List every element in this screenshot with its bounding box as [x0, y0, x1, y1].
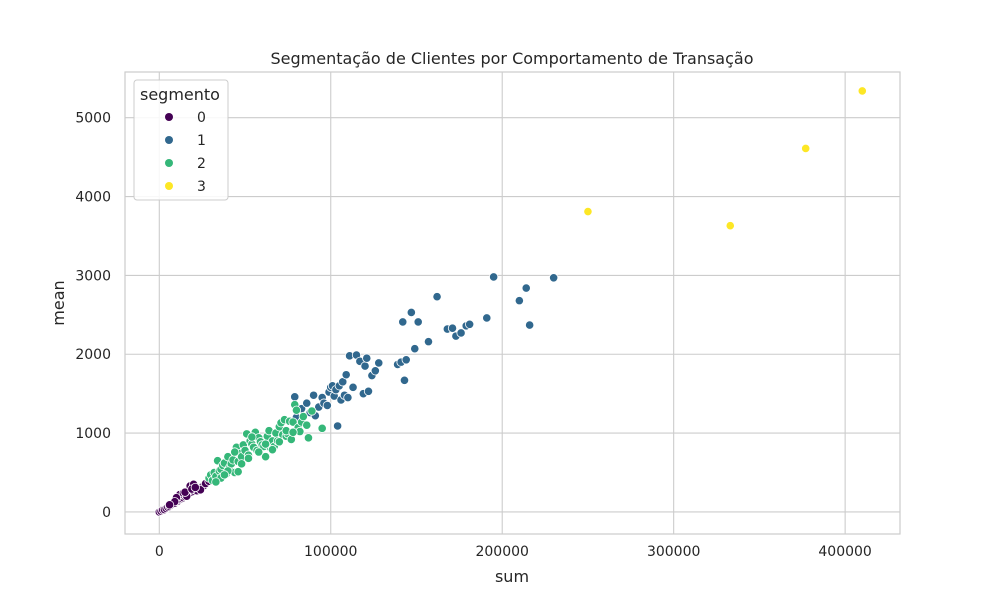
data-point-segment-2	[254, 447, 264, 457]
data-point-segment-1	[525, 320, 535, 330]
data-point-segment-1	[465, 319, 475, 329]
x-tick-label: 0	[155, 544, 164, 560]
data-point-segment-2	[236, 459, 247, 469]
x-tick-label: 300000	[647, 544, 700, 560]
data-point-segment-1	[521, 283, 531, 293]
data-point-segment-1	[423, 337, 434, 347]
legend-title: segmento	[140, 85, 220, 104]
data-point-segment-1	[432, 292, 442, 302]
data-point-segment-1	[363, 386, 374, 396]
data-point-segment-1	[333, 421, 343, 431]
data-point-segment-1	[309, 390, 319, 400]
data-point-segment-3	[583, 206, 593, 217]
data-point-segment-2	[260, 439, 271, 449]
data-point-segment-1	[370, 366, 380, 376]
plot-area	[125, 72, 900, 534]
legend-marker-1	[165, 136, 173, 144]
data-point-segment-1	[482, 313, 492, 323]
data-point-segment-1	[413, 317, 423, 327]
y-tick-label: 5000	[75, 111, 111, 127]
data-point-segment-1	[514, 296, 524, 306]
data-point-segment-2	[298, 411, 308, 422]
legend-items: 0 1 2 3	[165, 110, 206, 195]
grid-lines	[125, 72, 900, 534]
data-point-segment-1	[489, 272, 499, 282]
data-point-segment-1	[302, 398, 312, 408]
data-point-segment-3	[725, 221, 735, 231]
legend-label-1: 1	[197, 133, 206, 149]
data-points	[154, 86, 867, 517]
data-point-segment-0	[164, 500, 175, 510]
x-tick-label: 200000	[475, 544, 528, 560]
data-point-segment-2	[291, 405, 302, 415]
data-point-segment-2	[307, 406, 317, 416]
data-point-segment-1	[360, 361, 370, 371]
data-point-segment-2	[274, 437, 284, 447]
data-point-segment-1	[406, 307, 416, 318]
data-point-segment-2	[302, 420, 312, 430]
data-point-segment-1	[549, 273, 559, 283]
y-tick-label: 1000	[75, 426, 111, 442]
data-point-segment-1	[374, 358, 384, 368]
legend-label-0: 0	[197, 110, 206, 126]
legend-box	[133, 79, 229, 201]
data-point-segment-0	[190, 482, 200, 493]
data-point-segment-2	[233, 467, 243, 477]
y-tick-label: 4000	[75, 190, 111, 206]
data-point-segment-3	[857, 86, 867, 96]
chart-title: Segmentação de Clientes por Comportament…	[271, 49, 754, 68]
data-point-segment-1	[348, 382, 358, 392]
x-tick-label: 100000	[304, 544, 357, 560]
data-point-segment-2	[260, 452, 271, 462]
data-point-segment-2	[303, 433, 314, 443]
legend-marker-3	[165, 182, 173, 190]
data-point-segment-1	[398, 317, 408, 327]
data-point-segment-2	[211, 477, 221, 487]
y-axis-title: mean	[49, 280, 68, 325]
data-point-segment-1	[401, 355, 411, 365]
data-point-segment-2	[317, 423, 327, 433]
y-tick-label: 3000	[75, 268, 111, 284]
data-point-segment-1	[362, 353, 372, 363]
legend-marker-2	[165, 159, 173, 167]
data-point-segment-2	[288, 427, 298, 437]
x-tick-labels: 0 100000 200000 300000 400000	[155, 544, 872, 560]
data-point-segment-1	[343, 393, 353, 403]
data-point-segment-2	[243, 453, 254, 463]
data-point-segment-1	[341, 370, 351, 380]
y-tick-label: 0	[102, 505, 111, 521]
x-tick-label: 400000	[818, 544, 871, 560]
data-point-segment-2	[247, 432, 257, 442]
legend-label-3: 3	[197, 179, 206, 195]
data-point-segment-2	[230, 447, 240, 457]
data-point-segment-1	[456, 328, 466, 338]
y-tick-labels: 0 1000 2000 3000 4000 5000	[75, 111, 111, 521]
data-point-segment-1	[399, 375, 410, 385]
data-point-segment-1	[322, 400, 332, 411]
data-point-segment-1	[447, 323, 458, 333]
data-point-segment-2	[267, 445, 278, 455]
data-point-segment-1	[410, 344, 420, 354]
data-point-segment-3	[801, 143, 811, 154]
data-point-segment-1	[290, 392, 300, 402]
x-axis-title: sum	[495, 567, 529, 586]
plot-frame	[124, 71, 901, 535]
legend-marker-0	[165, 113, 173, 121]
data-point-segment-2	[219, 470, 230, 480]
y-tick-label: 2000	[75, 347, 111, 363]
legend: segmento 0 1 2 3	[133, 79, 229, 201]
legend-label-2: 2	[197, 156, 206, 172]
